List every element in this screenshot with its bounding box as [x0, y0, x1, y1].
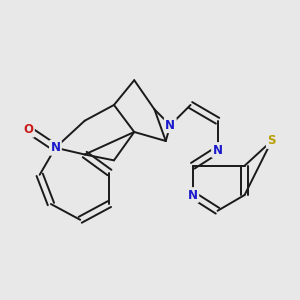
- Text: O: O: [23, 123, 33, 136]
- Text: N: N: [188, 188, 198, 202]
- Text: N: N: [212, 143, 223, 157]
- Text: S: S: [267, 134, 276, 148]
- Text: N: N: [165, 119, 175, 132]
- Text: N: N: [50, 141, 60, 154]
